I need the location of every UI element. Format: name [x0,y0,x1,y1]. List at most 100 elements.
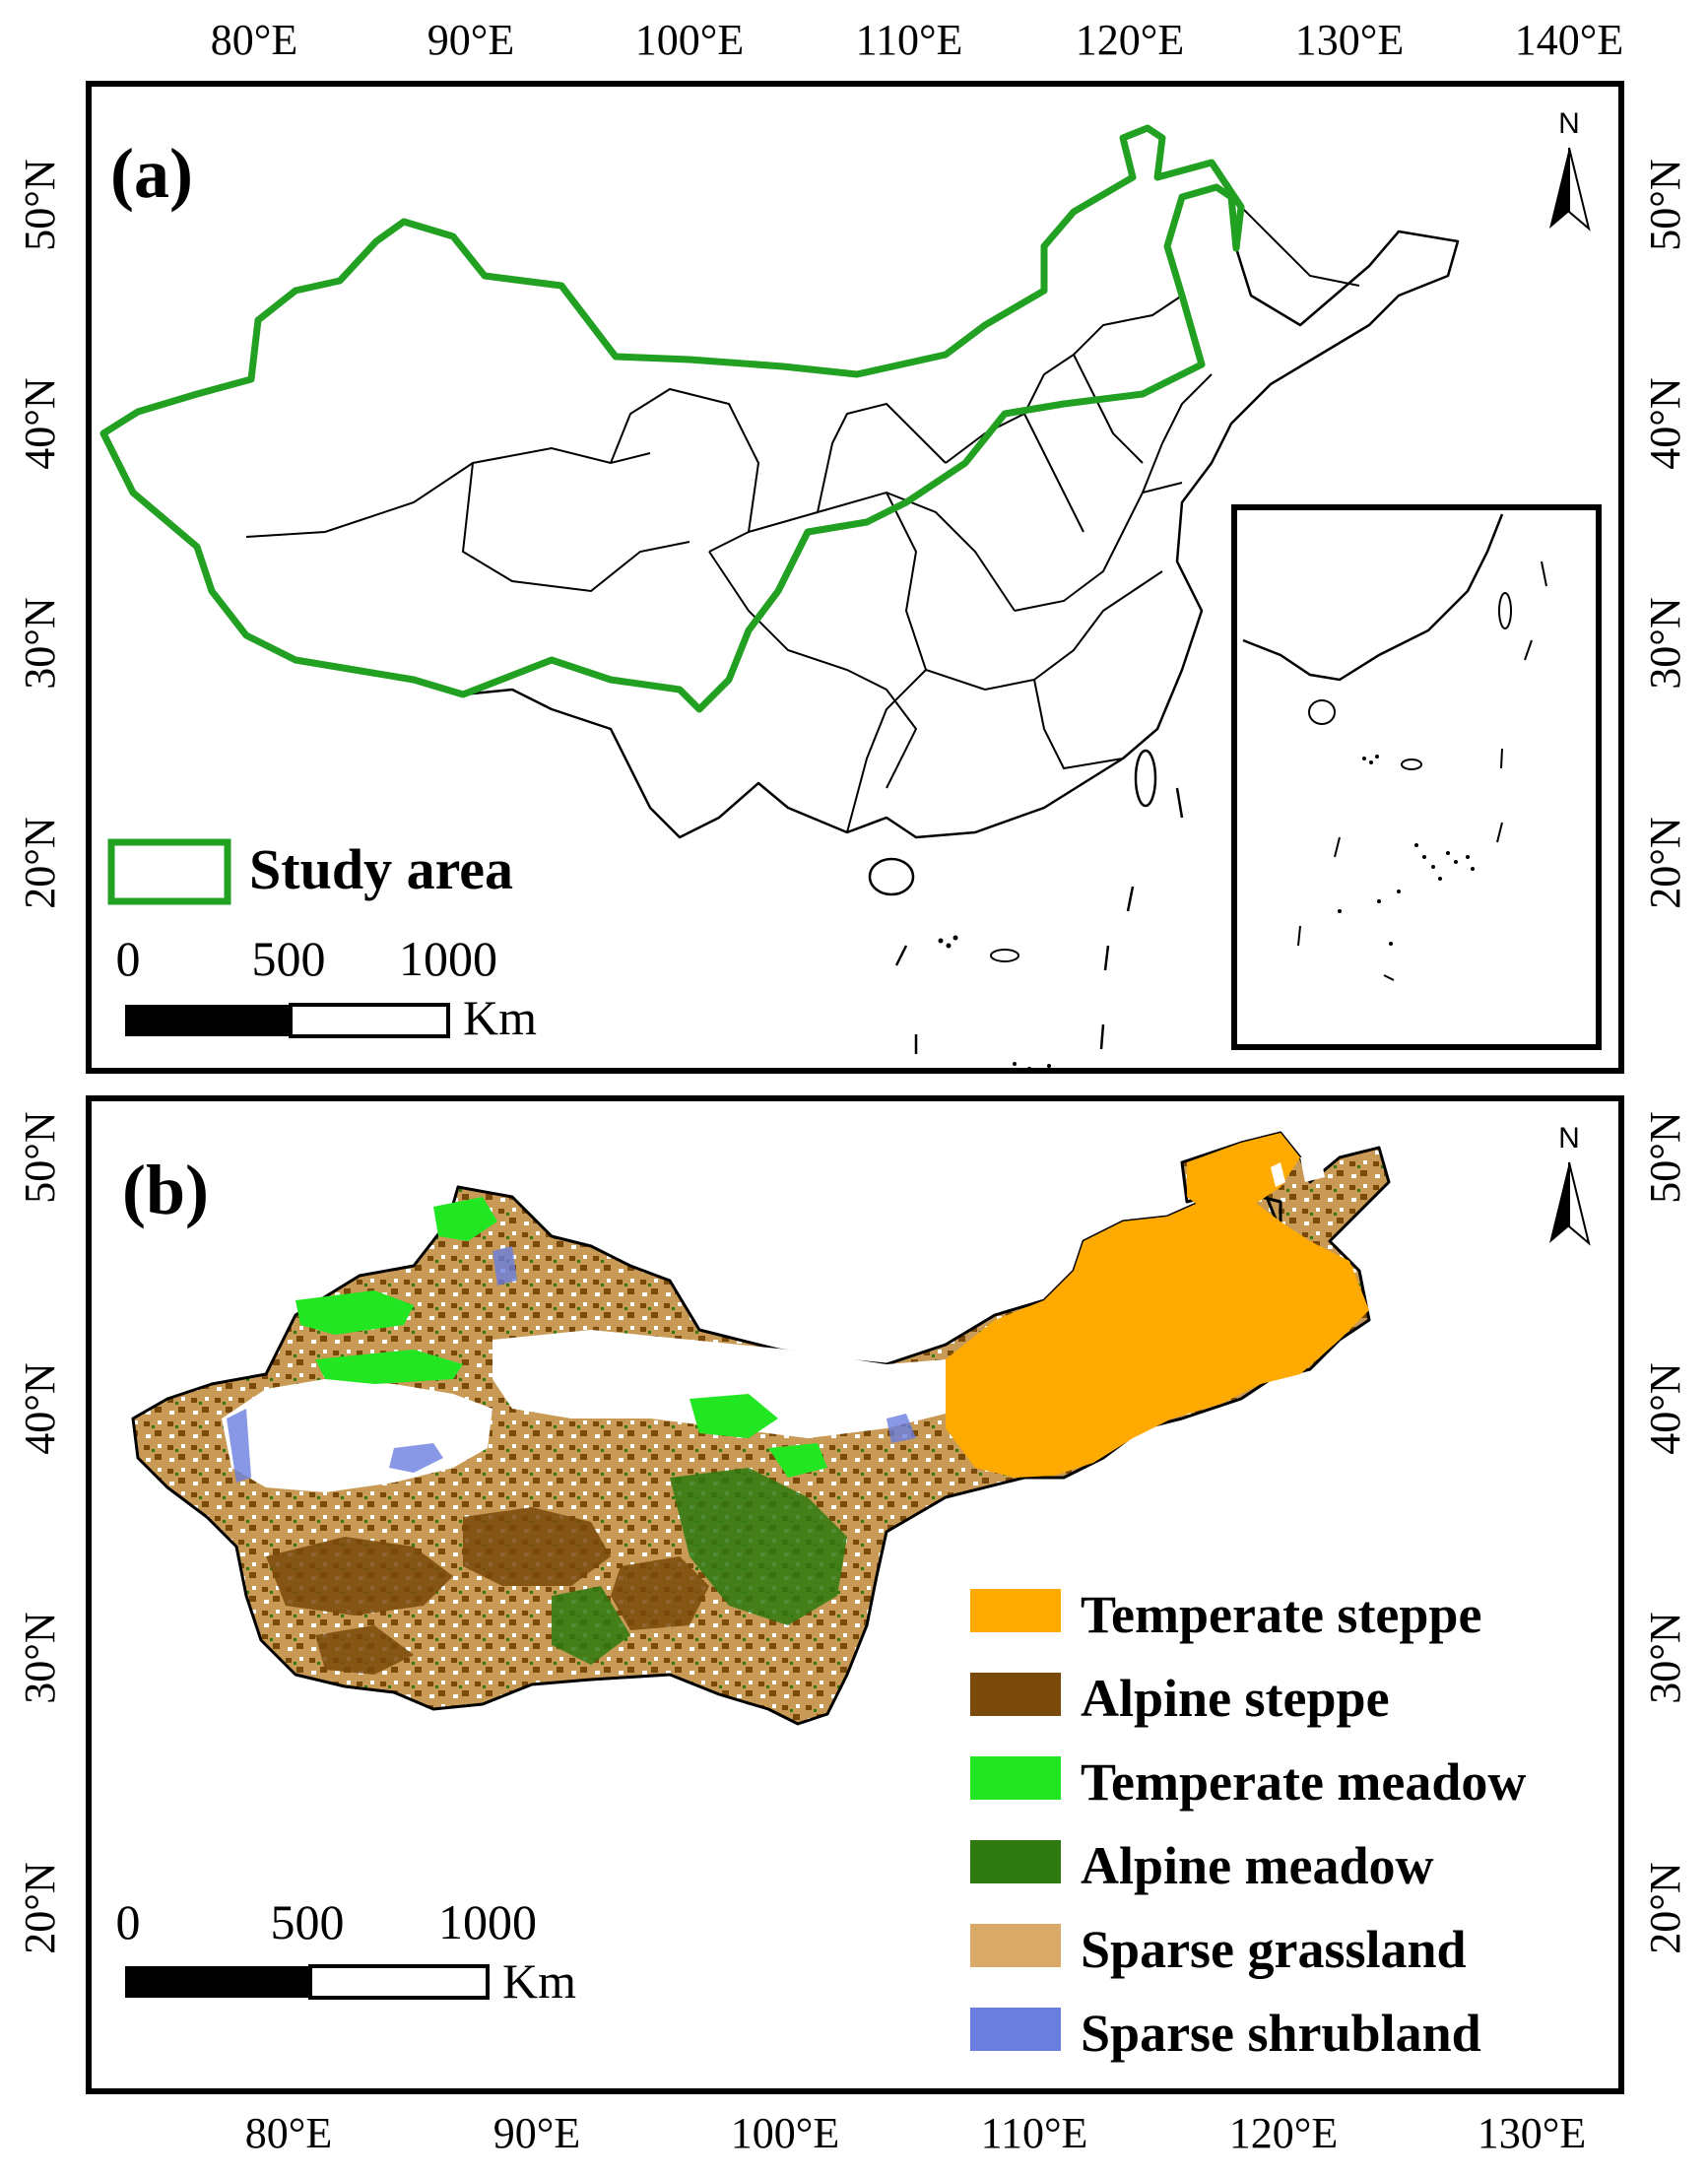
panel-a-lat-ticks-left: 50°N 40°N 30°N 20°N [16,159,64,908]
lon-tick: 100°E [731,2109,839,2157]
lon-tick: 140°E [1515,16,1623,64]
legend-swatch [970,1756,1061,1800]
lat-tick: 30°N [16,1612,64,1703]
scale-tick: 0 [116,931,141,986]
panel-a-lon-ticks: 80°E 90°E 100°E 110°E 120°E 130°E 140°E [211,16,1623,64]
legend-label: Temperate steppe [1081,1585,1481,1644]
lon-tick: 100°E [635,16,744,64]
scale-tick: 500 [271,1894,345,1949]
legend-item-temperate-steppe: Temperate steppe [970,1585,1481,1644]
panel-b-frame [86,1095,1624,2094]
lon-tick: 90°E [427,16,514,64]
south-sea-islands [938,935,1066,1074]
study-area-outline [99,124,1245,713]
legend-label: Sparse grassland [1081,1920,1467,1979]
lat-tick: 40°N [16,377,64,469]
legend-label: Temperate meadow [1081,1752,1526,1812]
hainan-island [868,857,915,896]
legend-item-sparse-grassland: Sparse grassland [970,1920,1467,1979]
temperate-steppe-region [946,1192,1369,1478]
legend-swatch [970,1589,1061,1632]
scale-tick: 0 [116,1894,141,1949]
study-area-swatch [107,838,231,905]
northeast-white-patches [1271,1153,1325,1187]
lat-tick: 20°N [1641,817,1689,908]
legend-item-sparse-shrubland: Sparse shrubland [970,2004,1481,2063]
inset-frame [1231,504,1602,1050]
sparse-shrubland-patches [227,1246,916,1483]
inset-islands [1338,755,1475,946]
legend-swatch [970,2008,1061,2051]
lon-tick: 130°E [1478,2109,1586,2157]
lat-tick: 50°N [1641,1111,1689,1203]
legend-item-temperate-meadow: Temperate meadow [970,1752,1526,1812]
panel-b-north-arrow: N [1549,1122,1591,1246]
legend-item-alpine-meadow: Alpine meadow [970,1836,1434,1895]
scale-tick: 500 [252,931,326,986]
study-area-legend: Study area [107,837,513,905]
panel-b-lon-ticks: 80°E 90°E 100°E 110°E 120°E 130°E [245,2109,1586,2157]
legend-label: Alpine steppe [1081,1669,1390,1728]
temperate-meadow-patches [296,1197,827,1478]
panel-a-frame [86,81,1624,1074]
lat-tick: 50°N [1641,159,1689,250]
lon-tick: 110°E [981,2109,1088,2157]
grassland-legend: Temperate steppe Alpine steppe Temperate… [970,1585,1526,2063]
lat-tick: 40°N [1641,377,1689,469]
inset-hainan [1308,699,1336,725]
lat-tick: 50°N [16,1111,64,1203]
inset-taiwan [1498,592,1512,629]
north-label: N [1558,107,1580,140]
inset-nine-dash [1297,561,1547,981]
alpine-steppe-patches [266,1507,709,1675]
scale-tick: 1000 [438,1894,537,1949]
lon-tick: 120°E [1229,2109,1338,2157]
panel-a-north-arrow: N [1549,107,1591,231]
panel-b-lat-ticks-right: 50°N 40°N 30°N 20°N [1641,1111,1689,1953]
lon-tick: 120°E [1076,16,1184,64]
lat-tick: 40°N [1641,1362,1689,1454]
panel-b: (b) 50°N 40°N 30°N 20°N 50°N 40°N 30°N 2… [16,1095,1689,2157]
lon-tick: 80°E [245,2109,332,2157]
panel-a-label: (a) [110,134,193,213]
legend-label: Alpine meadow [1081,1836,1434,1895]
nine-dash-line-main [894,787,1184,1054]
legend-swatch [970,1924,1061,1967]
scale-tick: 1000 [399,931,497,986]
lat-tick: 20°N [16,1862,64,1953]
scale-unit: Km [502,1953,576,2009]
study-area-label: Study area [249,837,513,901]
legend-item-alpine-steppe: Alpine steppe [970,1669,1390,1728]
north-label: N [1558,1122,1580,1154]
panel-a: 80°E 90°E 100°E 110°E 120°E 130°E 140°E … [16,16,1689,1074]
province-lines [245,206,1360,833]
lon-tick: 80°E [211,16,297,64]
lat-tick: 30°N [16,597,64,689]
inset-map [1231,504,1602,1050]
panel-a-scale-bar: 0 500 1000 Km [116,931,538,1045]
lon-tick: 130°E [1295,16,1404,64]
desert-band [493,1330,985,1438]
grassland-map [131,1131,1391,1726]
lat-tick: 30°N [1641,1612,1689,1703]
lat-tick: 20°N [16,817,64,908]
lat-tick: 40°N [16,1362,64,1454]
panel-b-label: (b) [122,1151,209,1229]
alpine-meadow-patches [552,1468,847,1665]
lat-tick: 20°N [1641,1862,1689,1953]
lon-tick: 110°E [856,16,963,64]
taiwan-island [1134,749,1157,808]
panel-b-lat-ticks-left: 50°N 40°N 30°N 20°N [16,1111,64,1953]
inset-coastline [1242,513,1504,682]
legend-swatch [970,1840,1061,1883]
panel-a-lat-ticks-right: 50°N 40°N 30°N 20°N [1641,159,1689,908]
legend-label: Sparse shrubland [1081,2004,1481,2063]
legend-swatch [970,1673,1061,1716]
lon-tick: 90°E [493,2109,580,2157]
temperate-steppe-north [1187,1133,1300,1212]
lat-tick: 50°N [16,159,64,250]
panel-b-scale-bar: 0 500 1000 Km [116,1894,577,2009]
lat-tick: 30°N [1641,597,1689,689]
scale-unit: Km [463,990,537,1045]
